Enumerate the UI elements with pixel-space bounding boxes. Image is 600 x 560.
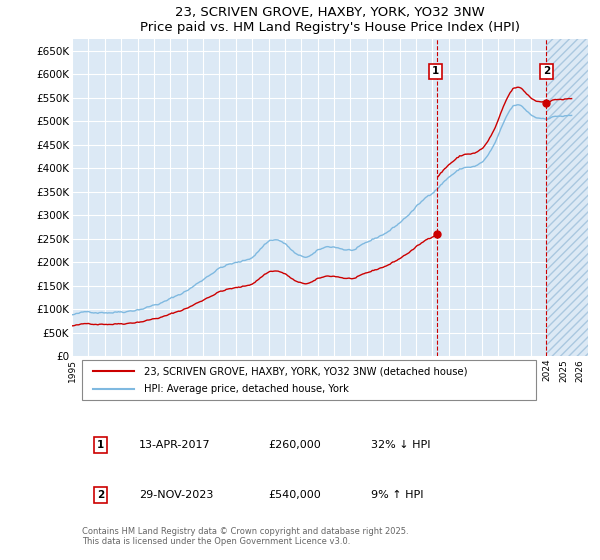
Text: 1: 1 [432, 66, 439, 76]
Title: 23, SCRIVEN GROVE, HAXBY, YORK, YO32 3NW
Price paid vs. HM Land Registry's House: 23, SCRIVEN GROVE, HAXBY, YORK, YO32 3NW… [140, 6, 520, 34]
Text: 2: 2 [543, 66, 550, 76]
Text: 32% ↓ HPI: 32% ↓ HPI [371, 440, 431, 450]
Text: £540,000: £540,000 [268, 490, 321, 500]
Text: 13-APR-2017: 13-APR-2017 [139, 440, 211, 450]
FancyBboxPatch shape [82, 360, 536, 400]
Text: 2: 2 [97, 490, 104, 500]
Text: Contains HM Land Registry data © Crown copyright and database right 2025.
This d: Contains HM Land Registry data © Crown c… [82, 527, 409, 547]
Text: HPI: Average price, detached house, York: HPI: Average price, detached house, York [144, 384, 349, 394]
Text: 1: 1 [97, 440, 104, 450]
Text: 23, SCRIVEN GROVE, HAXBY, YORK, YO32 3NW (detached house): 23, SCRIVEN GROVE, HAXBY, YORK, YO32 3NW… [144, 366, 468, 376]
Text: 9% ↑ HPI: 9% ↑ HPI [371, 490, 424, 500]
Text: £260,000: £260,000 [268, 440, 321, 450]
Text: 29-NOV-2023: 29-NOV-2023 [139, 490, 214, 500]
